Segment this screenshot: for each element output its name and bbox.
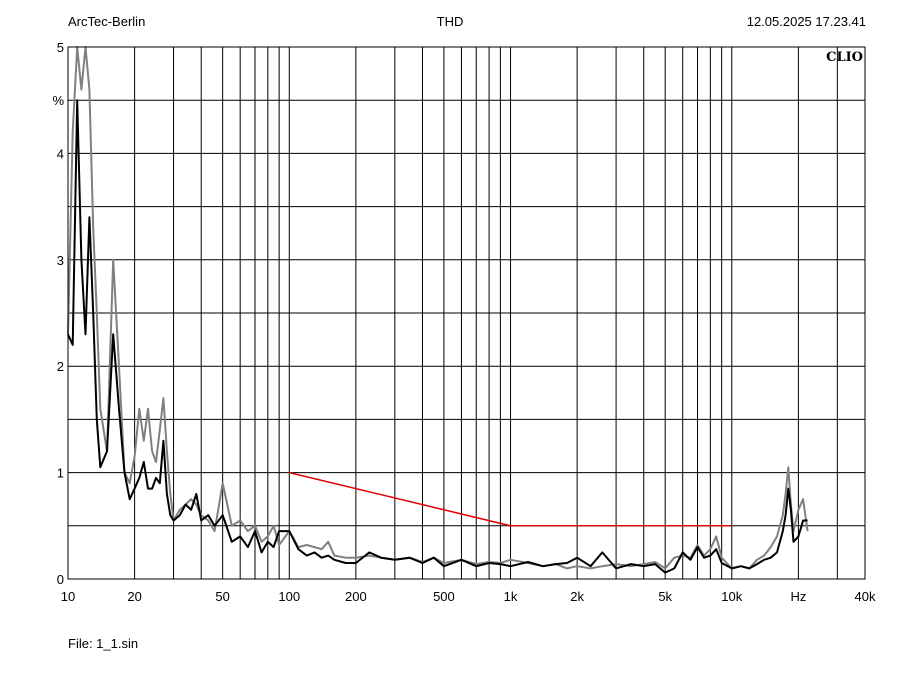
x-tick-label: 100 [278, 589, 300, 604]
chart-title: THD [436, 14, 464, 29]
y-tick-label: 3 [57, 253, 64, 268]
header-timestamp: 12.05.2025 17.23.41 [746, 14, 866, 29]
x-tick-label: 500 [433, 589, 455, 604]
series-line-2 [67, 99, 808, 574]
x-tick-label: 1k [504, 589, 518, 604]
clio-logo-text: CLIO [826, 50, 863, 65]
x-tick-label: 5k [658, 589, 672, 604]
grid [67, 46, 866, 580]
x-tick-label: 40k [855, 589, 876, 604]
y-tick-label: 2 [57, 359, 64, 374]
header-company: ArcTec-Berlin [68, 14, 146, 29]
x-tick-label: 50 [215, 589, 229, 604]
y-tick-label: 5 [57, 40, 64, 55]
axis-labels: 10 20 50 100 200 500 1k 2k 5k 10k Hz 40k 0 1 2 3 4% 5 [52, 40, 876, 604]
x-tick-label: 2k [570, 589, 584, 604]
x-tick-label: 10k [721, 589, 742, 604]
x-tick-label: 200 [345, 589, 367, 604]
y-tick-label: 0 [57, 572, 64, 587]
plot-frame [67, 46, 866, 580]
y-tick-label: 4 [57, 146, 64, 161]
y-tick-label: 1 [57, 466, 64, 481]
reference-limit-line [289, 471, 732, 527]
y-tick-label: % [52, 93, 64, 108]
x-tick-label: 20 [127, 589, 141, 604]
series-line-1 [67, 46, 809, 570]
x-tick-label: 10 [61, 589, 75, 604]
series-layer [67, 46, 809, 574]
x-tick-label: Hz [790, 589, 806, 604]
file-name: File: 1_1.sin [68, 636, 139, 651]
